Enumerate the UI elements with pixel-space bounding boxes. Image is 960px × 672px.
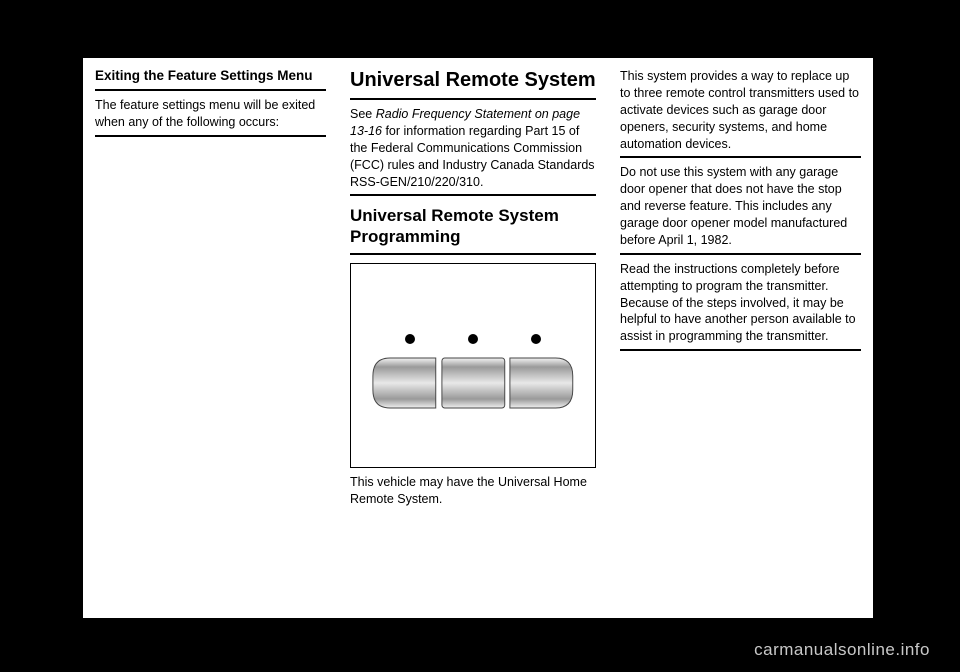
led-3 (531, 334, 541, 344)
instructions-para: Read the instructions completely before … (620, 261, 861, 351)
led-2 (468, 334, 478, 344)
remote-button-2 (440, 356, 507, 410)
exiting-heading: Exiting the Feature Settings Menu (95, 68, 326, 91)
led-row (351, 334, 595, 344)
exiting-para: The feature settings menu will be exited… (95, 97, 326, 137)
manual-page: Exiting the Feature Settings Menu The fe… (83, 58, 873, 618)
rf-statement-para: See Radio Frequency Statement on page 13… (350, 106, 596, 196)
remote-button-3 (508, 356, 575, 410)
remote-illustration (350, 263, 596, 468)
column-3: This system provides a way to replace up… (608, 58, 873, 618)
watermark-text: carmanualsonline.info (754, 640, 930, 660)
warning-para: Do not use this system with any garage d… (620, 164, 861, 254)
programming-subheading: Universal Remote System Programming (350, 206, 596, 255)
led-1 (405, 334, 415, 344)
illustration-caption: This vehicle may have the Universal Home… (350, 474, 596, 508)
universal-remote-title: Universal Remote System (350, 68, 596, 100)
system-description-para: This system provides a way to replace up… (620, 68, 861, 158)
buttons-row (371, 356, 575, 410)
column-1: Exiting the Feature Settings Menu The fe… (83, 58, 338, 618)
rf-post: for information regarding Part 15 of the… (350, 124, 595, 189)
column-2: Universal Remote System See Radio Freque… (338, 58, 608, 618)
remote-button-1 (371, 356, 438, 410)
rf-pre: See (350, 107, 376, 121)
